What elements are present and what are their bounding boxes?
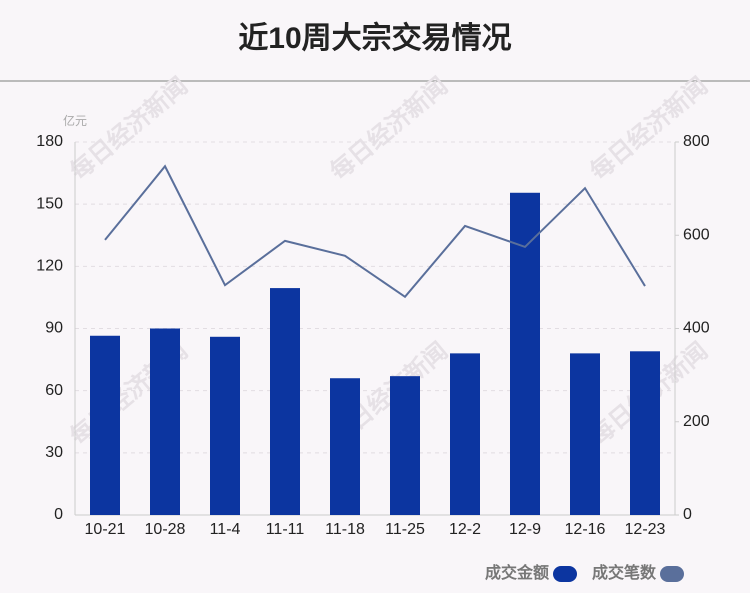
x-tick-label: 10-28: [145, 521, 186, 538]
x-tick-label: 11-4: [210, 521, 241, 538]
x-tick-label: 12-9: [509, 521, 541, 538]
legend-swatch: [660, 566, 684, 582]
chart-title: 近10周大宗交易情况: [238, 21, 511, 55]
x-tick-label: 11-18: [325, 521, 365, 538]
y-unit: 亿元: [63, 113, 87, 128]
y-tick-label: 150: [36, 195, 63, 212]
x-tick-label: 12-23: [625, 521, 666, 538]
bar: [390, 376, 420, 515]
y-tick-label: 180: [36, 133, 63, 150]
y2-tick-label: 400: [683, 320, 710, 337]
y-tick-label: 120: [36, 258, 63, 275]
x-tick-label: 12-2: [449, 521, 481, 538]
y2-tick-label: 0: [683, 506, 692, 523]
y2-tick-label: 800: [683, 133, 710, 150]
bar: [270, 288, 300, 515]
bar: [210, 336, 240, 515]
bar: [630, 351, 660, 515]
x-tick-label: 12-16: [565, 521, 606, 538]
legend-swatch: [553, 566, 577, 582]
legend-label: 成交笔数: [592, 563, 657, 582]
bar: [150, 328, 180, 515]
y-tick-label: 0: [54, 506, 63, 523]
y-tick-label: 60: [45, 382, 63, 399]
x-tick-label: 10-21: [85, 521, 126, 538]
y2-tick-label: 200: [683, 413, 710, 430]
y2-tick-label: 600: [683, 226, 710, 243]
bar: [570, 353, 600, 515]
bar: [90, 335, 120, 515]
bar: [450, 353, 480, 515]
y-tick-label: 30: [45, 444, 63, 461]
line: [104, 164, 646, 299]
bar: [510, 192, 540, 515]
legend-label: 成交金额: [485, 563, 549, 582]
x-tick-label: 11-11: [266, 521, 305, 538]
bar: [330, 378, 360, 515]
x-tick-label: 11-25: [385, 521, 425, 538]
y-tick-label: 90: [45, 320, 63, 337]
